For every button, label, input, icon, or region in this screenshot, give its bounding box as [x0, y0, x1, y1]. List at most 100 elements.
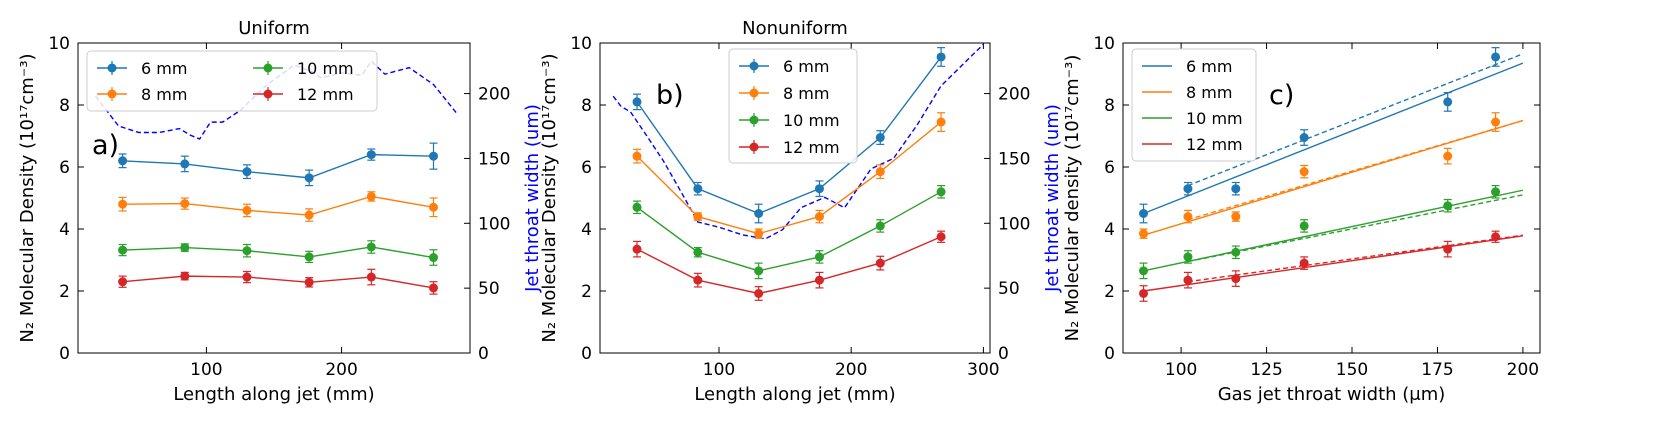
- legend: 6 mm 8 mm 10 mm 12 mm: [728, 48, 858, 164]
- y-tick-label: 4: [59, 220, 70, 240]
- y-tick-label: 2: [581, 282, 592, 302]
- data-point-8mm: [754, 229, 764, 239]
- data-point-6mm: [814, 184, 824, 194]
- data-point-10mm: [1443, 201, 1453, 211]
- legend-item: 10 mm: [739, 111, 840, 130]
- data-point-8mm: [1139, 229, 1149, 239]
- data-point-10mm: [304, 252, 314, 262]
- data-point-6mm: [1231, 184, 1241, 194]
- data-point-12mm: [1139, 288, 1149, 298]
- y-tick-label: 10: [570, 34, 592, 54]
- panel-label: c): [1269, 80, 1294, 111]
- data-point-12mm: [304, 277, 314, 287]
- y-axis-label: N₂ Molecular density (10¹⁷cm⁻³): [1062, 55, 1083, 342]
- y-tick-label: 10: [48, 34, 70, 54]
- series-line-6mm: [122, 153, 434, 179]
- legend-label: 8 mm: [141, 85, 187, 104]
- data-point-8mm: [875, 167, 885, 177]
- data-point-12mm: [1299, 258, 1309, 268]
- fit-dashed-line-6mm: [1187, 53, 1524, 187]
- data-point-8mm: [936, 117, 946, 127]
- data-point-10mm: [1183, 252, 1193, 262]
- legend-item: 12 mm: [739, 138, 840, 157]
- jet-width-line: [95, 60, 458, 140]
- legend-item: 6 mm: [1142, 57, 1232, 76]
- data-point-12mm: [366, 272, 376, 282]
- plot-frame: [599, 42, 991, 354]
- data-point-10mm: [632, 202, 642, 212]
- legend-marker: [749, 115, 759, 125]
- legend-item: 12 mm: [1142, 135, 1243, 154]
- data-point-10mm: [814, 252, 824, 262]
- data-point-10mm: [242, 246, 252, 256]
- data-point-10mm: [429, 253, 439, 263]
- x-tick-label: 175: [1421, 360, 1453, 380]
- data-point-8mm: [366, 191, 376, 201]
- data-point-6mm: [242, 167, 252, 177]
- fit-line-6mm: [1143, 62, 1524, 215]
- legend-item: 8 mm: [1142, 83, 1232, 102]
- legend-marker: [263, 89, 273, 99]
- series-line-10mm: [122, 246, 434, 259]
- y-tick-label: 8: [59, 96, 70, 116]
- y2-tick-label: 200: [478, 85, 510, 105]
- y2-tick-label: 150: [478, 149, 510, 169]
- data-point-12mm: [936, 232, 946, 242]
- x-axis-label: Length along jet (mm): [694, 384, 895, 405]
- x-tick-label: 200: [835, 360, 867, 380]
- chart-title: Uniform: [238, 18, 310, 39]
- panel-c: 100 125 150 175 200 0 2 4 6 8 10 Gas jet throat wid…: [1062, 34, 1541, 405]
- data-point-12mm: [814, 275, 824, 285]
- x-tick-label: 100: [1165, 360, 1197, 380]
- data-point-12mm: [632, 244, 642, 254]
- legend-item: 10 mm: [253, 59, 354, 78]
- data-point-12mm: [118, 277, 128, 287]
- series-line-12mm: [636, 236, 942, 295]
- legend-marker: [107, 89, 117, 99]
- legend-item: 10 mm: [1142, 109, 1243, 128]
- y-tick-label: 6: [1104, 158, 1115, 178]
- legend-label: 8 mm: [1186, 83, 1232, 102]
- data-point-8mm: [180, 199, 190, 209]
- series-line-12mm: [122, 275, 434, 289]
- legend-box: [1131, 48, 1257, 162]
- series-line-10mm: [636, 191, 942, 272]
- data-point-12mm: [693, 275, 703, 285]
- y2-tick-label: 50: [998, 279, 1020, 299]
- x-axis-label: Length along jet (mm): [173, 384, 374, 405]
- y2-tick-label: 0: [998, 344, 1009, 364]
- data-point-8mm: [632, 151, 642, 161]
- data-point-8mm: [693, 212, 703, 222]
- y-tick-label: 0: [1104, 344, 1115, 364]
- series-line-6mm: [636, 56, 942, 215]
- data-point-6mm: [693, 184, 703, 194]
- legend-label: 10 mm: [783, 111, 840, 130]
- data-point-8mm: [304, 210, 314, 220]
- legend-label: 12 mm: [1186, 135, 1243, 154]
- data-point-12mm: [242, 272, 252, 282]
- y-tick-label: 8: [581, 96, 592, 116]
- panel-label: b): [656, 80, 684, 111]
- data-point-6mm: [1443, 97, 1453, 107]
- legend-label: 12 mm: [783, 138, 840, 157]
- y-tick-label: 2: [1104, 282, 1115, 302]
- legend-label: 12 mm: [297, 85, 354, 104]
- legend-box: [86, 50, 378, 112]
- data-point-10mm: [875, 221, 885, 231]
- y2-tick-label: 50: [478, 279, 500, 299]
- data-point-12mm: [754, 288, 764, 298]
- data-point-10mm: [936, 187, 946, 197]
- y-tick-label: 0: [581, 344, 592, 364]
- data-point-8mm: [429, 202, 439, 212]
- data-point-6mm: [366, 150, 376, 160]
- y2-tick-label: 100: [478, 214, 510, 234]
- legend-label: 10 mm: [297, 59, 354, 78]
- panel-label: a): [92, 130, 119, 161]
- chart-title: Nonuniform: [742, 18, 848, 39]
- y2-tick-label: 100: [998, 214, 1030, 234]
- plot-frame: [1122, 42, 1541, 354]
- data-point-8mm: [1183, 212, 1193, 222]
- data-point-10mm: [1231, 247, 1241, 257]
